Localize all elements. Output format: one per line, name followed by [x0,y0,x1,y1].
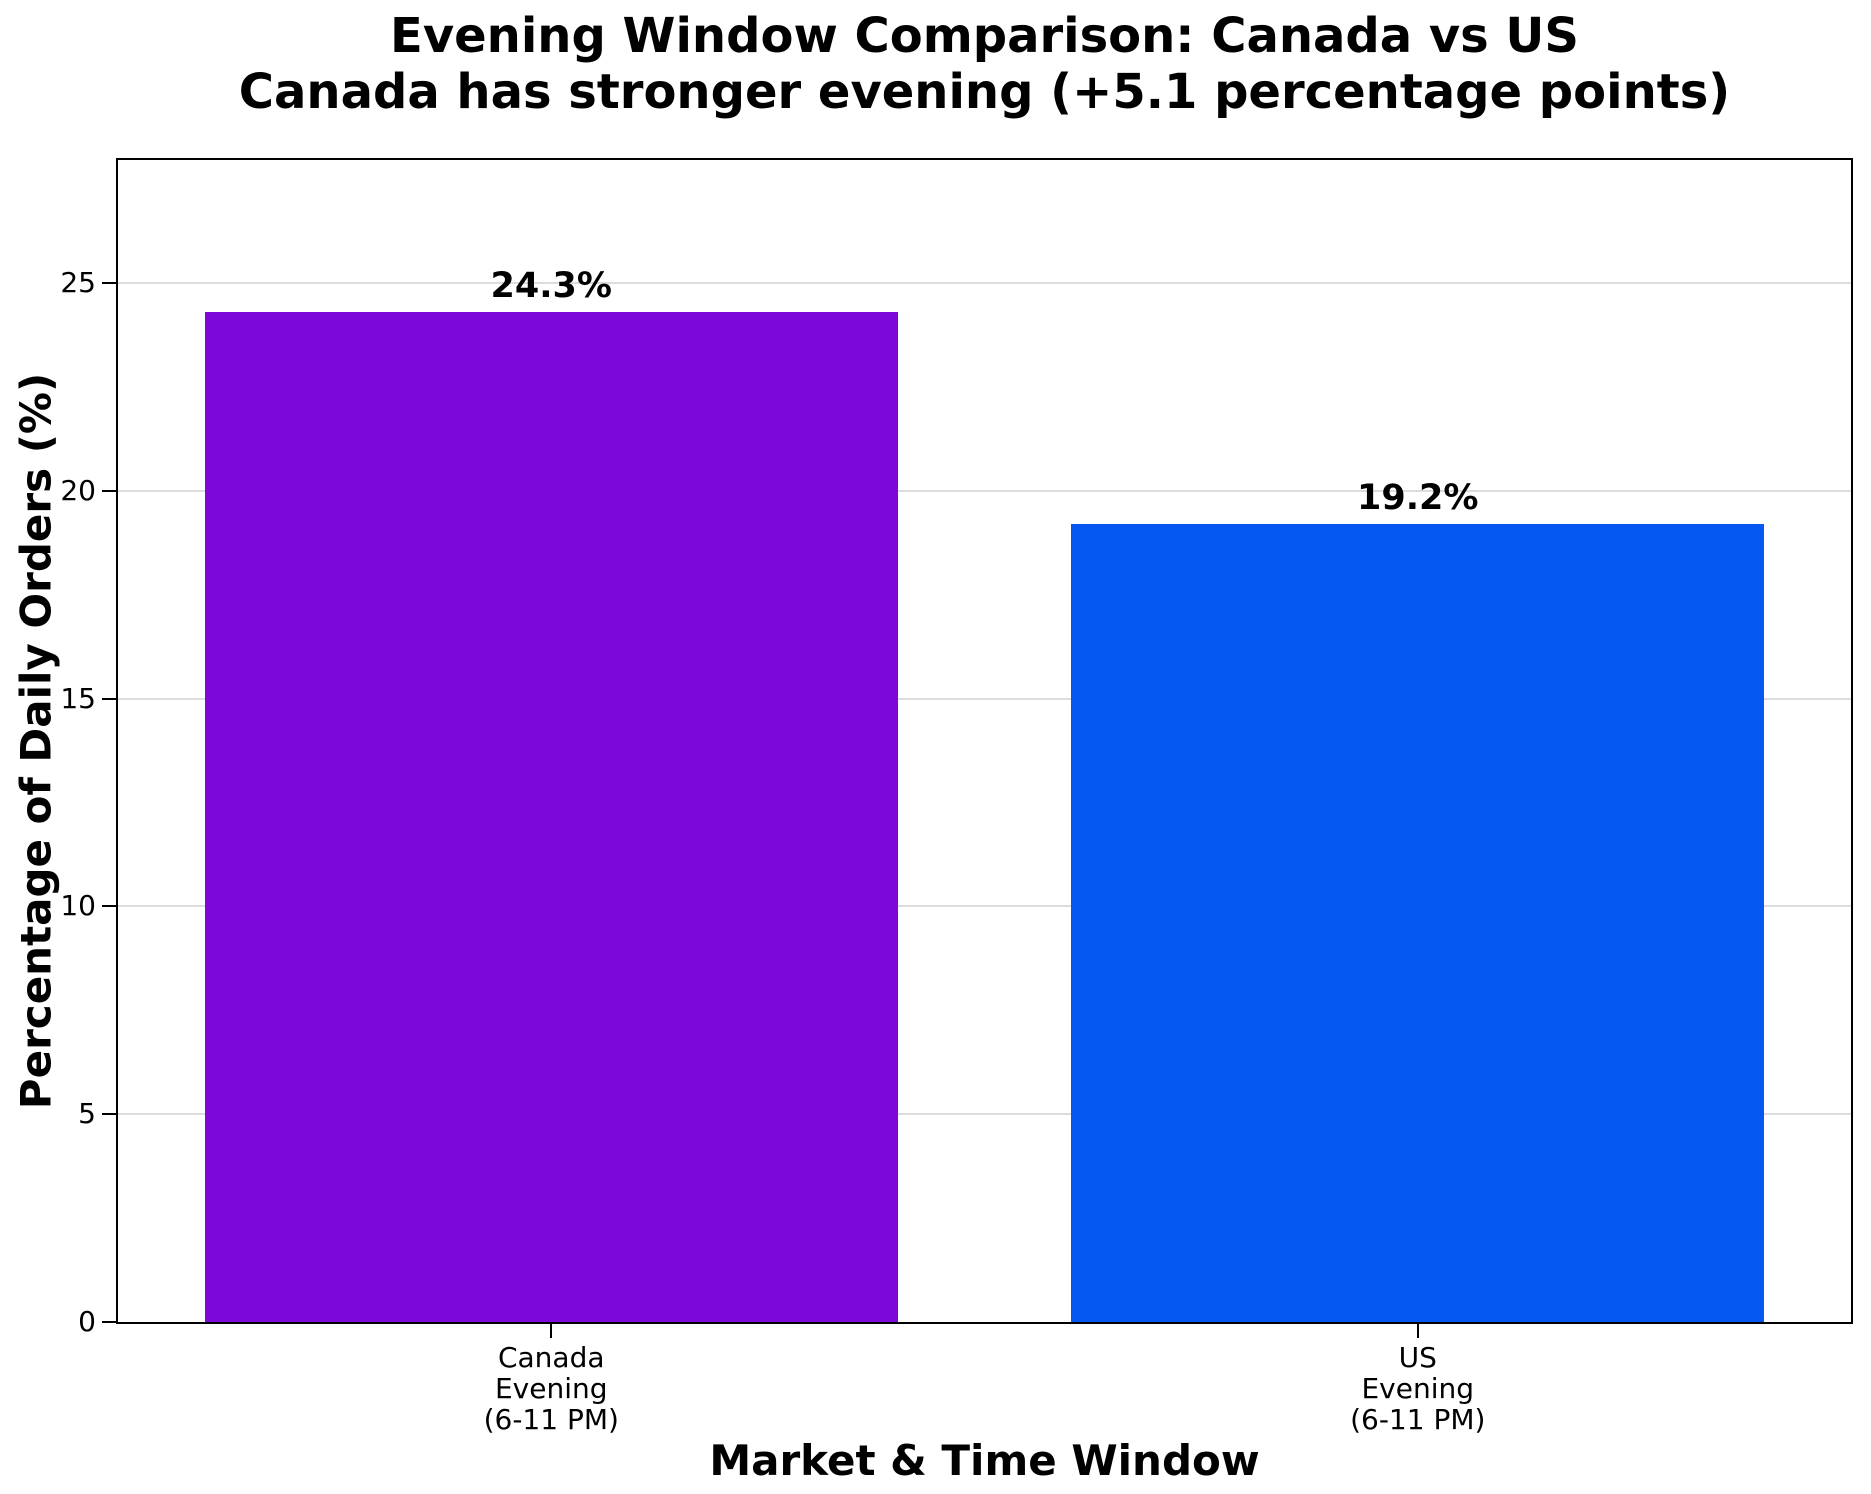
y-tick-label-5: 5 [78,1097,96,1131]
y-tick-mark-15 [102,697,116,700]
bar-canada-evening [204,312,898,1322]
gridline-5 [118,1113,1851,1116]
bar-value-label-canada-evening: 24.3% [490,266,612,307]
chart-title-line2: Canada has stronger evening (+5.1 percen… [238,64,1731,120]
x-tick-label-us-evening: US Evening (6-11 PM) [1350,1341,1486,1436]
gridline-10 [118,905,1851,908]
y-tick-mark-25 [102,282,116,285]
bar-value-label-us-evening: 19.2% [1357,478,1479,519]
chart-title-line1: Evening Window Comparison: Canada vs US [390,8,1579,64]
bar-us-evening [1071,524,1765,1322]
gridline-20 [118,489,1851,492]
y-tick-label-10: 10 [60,889,96,923]
y-tick-label-15: 15 [60,681,96,715]
plot-area: 24.3% 19.2% [116,158,1853,1324]
gridline-15 [118,697,1851,700]
x-axis-label: Market & Time Window [709,1436,1260,1485]
y-tick-mark-5 [102,1113,116,1116]
chart-title: Evening Window Comparison: Canada vs US … [118,8,1851,120]
y-tick-label-20: 20 [60,473,96,507]
y-tick-label-25: 25 [60,266,96,300]
x-tick-label-canada-evening: Canada Evening (6-11 PM) [483,1341,619,1436]
y-tick-mark-20 [102,489,116,492]
x-tick-mark-canada-evening [550,1324,553,1338]
y-tick-mark-0 [102,1321,116,1323]
y-tick-label-0: 0 [78,1305,96,1338]
x-tick-mark-us-evening [1416,1324,1419,1338]
gridline-25 [118,282,1851,285]
y-tick-mark-10 [102,905,116,908]
